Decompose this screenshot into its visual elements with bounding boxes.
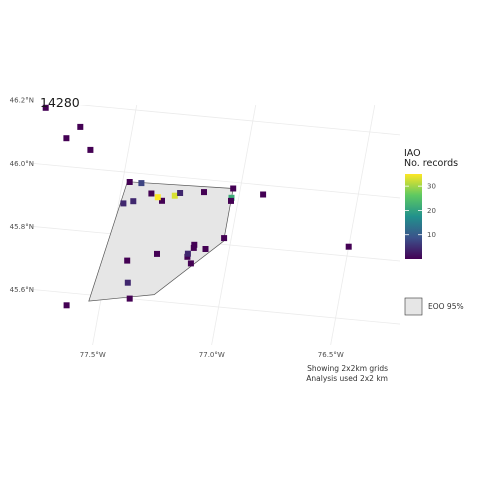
longitude-label: 77.5°W: [80, 351, 106, 359]
record-grid-cell: [202, 246, 209, 252]
eoo-legend-label: EOO 95%: [428, 302, 464, 311]
legend: IAO No. records 10 20 30 EOO 95%: [404, 148, 464, 316]
longitude-gridline: [211, 105, 257, 345]
latitude-label: 46.2°N: [10, 97, 34, 105]
analysis-notes: Showing 2x2km grids Analysis used 2x2 km: [306, 364, 388, 383]
record-grid-cell: [159, 197, 165, 204]
legend-colorbar: [405, 174, 422, 259]
record-grid-cell: [154, 194, 161, 201]
map-title: 14280: [40, 95, 80, 110]
record-grid-cell: [126, 295, 133, 302]
latitude-labels: 45.6°N 45.8°N 46.0°N 46.2°N: [10, 97, 34, 294]
record-grid-cell: [87, 146, 94, 153]
record-grid-cell: [201, 189, 207, 196]
longitude-gridline: [92, 105, 138, 345]
longitude-gridline: [330, 105, 376, 345]
record-grid-cell: [63, 135, 70, 142]
legend-colorbar-ticks: 10 20 30: [405, 183, 436, 239]
longitude-label: 76.5°W: [318, 351, 344, 359]
record-grid-cell: [171, 192, 178, 199]
record-grid-cell: [177, 190, 184, 196]
record-grid-cell: [148, 190, 155, 197]
eoo-legend-swatch: [404, 297, 423, 316]
record-grid-cell: [184, 253, 191, 260]
colorbar-tick-label: 10: [427, 231, 436, 239]
record-grid-cell: [124, 279, 131, 286]
latitude-label: 46.0°N: [10, 160, 34, 168]
eoo-hull-layer: [88, 181, 234, 302]
latitude-gridline: [78, 105, 400, 136]
record-grid-cell: [124, 257, 131, 264]
record-grid-cell: [130, 198, 137, 205]
eoo-hull: [88, 181, 234, 302]
record-grid-cell: [228, 194, 235, 201]
record-grid-cell: [42, 104, 49, 111]
record-grid-cell: [77, 123, 84, 130]
record-grid-cell: [345, 243, 352, 250]
record-grid-cell: [126, 179, 133, 185]
latitude-label: 45.8°N: [10, 223, 34, 231]
record-grid-cell: [191, 241, 198, 248]
longitude-label: 77.0°W: [199, 351, 225, 359]
record-grid-cell: [184, 250, 191, 257]
record-points-layer: [42, 104, 352, 309]
longitude-labels: 77.5°W 77.0°W 76.5°W: [80, 351, 344, 359]
record-grid-cell: [154, 250, 160, 257]
note-grid-analysis: Analysis used 2x2 km: [306, 374, 388, 383]
record-grid-cell: [260, 191, 267, 198]
latitude-gridline: [30, 162, 400, 199]
latitude-label: 45.6°N: [10, 286, 34, 294]
record-grid-cell: [190, 244, 197, 251]
colorbar-tick-label: 30: [427, 183, 436, 191]
colorbar-tick-label: 20: [427, 207, 436, 215]
note-grid-display: Showing 2x2km grids: [307, 364, 388, 373]
legend-title-line1: IAO: [404, 148, 421, 159]
record-grid-cell: [230, 185, 237, 192]
record-grid-cell: [228, 197, 234, 204]
map-panel: 45.6°N 45.8°N 46.0°N 46.2°N 77.5°W 77.0°W 76.…: [10, 97, 400, 359]
record-grid-cell: [120, 200, 127, 207]
record-grid-cell: [63, 302, 70, 309]
latitude-gridline: [30, 288, 400, 325]
record-grid-cell: [221, 235, 228, 242]
record-grid-cell: [187, 260, 194, 267]
legend-title-line2: No. records: [404, 158, 458, 169]
record-grid-cell: [138, 180, 145, 187]
